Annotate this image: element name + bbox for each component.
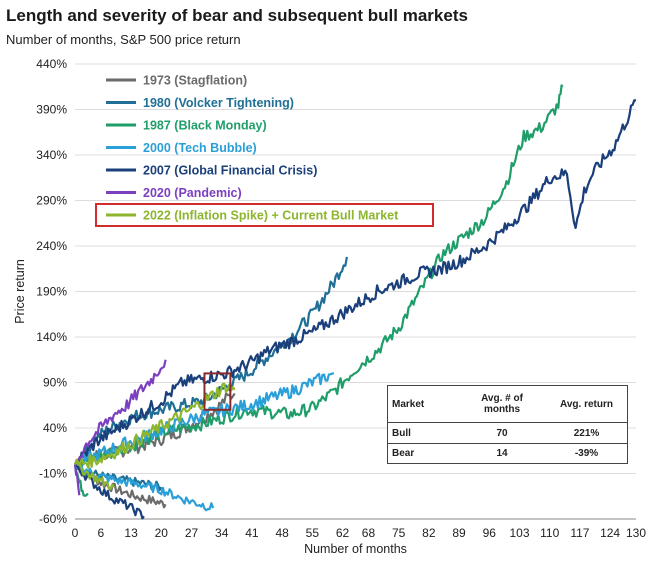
legend-label: 2000 (Tech Bubble) bbox=[143, 141, 257, 155]
x-tick-label: 82 bbox=[422, 526, 436, 540]
y-tick-label: 190% bbox=[36, 285, 67, 299]
legend-label: 1980 (Volcker Tightening) bbox=[143, 96, 294, 110]
x-tick-label: 96 bbox=[483, 526, 497, 540]
x-tick-label: 55 bbox=[306, 526, 320, 540]
bull-line-6 bbox=[73, 382, 236, 469]
table-row: Bull 70 221% bbox=[387, 422, 628, 444]
x-tick-label: 27 bbox=[185, 526, 199, 540]
bull-line-5 bbox=[74, 359, 167, 465]
x-tick-label: 6 bbox=[98, 526, 105, 540]
table-cell: 70 bbox=[458, 422, 546, 444]
bear-line-5 bbox=[73, 464, 81, 496]
legend-highlight-box bbox=[95, 203, 434, 227]
x-tick-label: 48 bbox=[275, 526, 289, 540]
table-cell: 14 bbox=[458, 442, 546, 464]
bear-line-2 bbox=[73, 464, 89, 497]
bear-line-3 bbox=[74, 461, 215, 512]
x-tick-label: 62 bbox=[336, 526, 350, 540]
legend-label: 1987 (Black Monday) bbox=[143, 119, 267, 133]
bull-line-1 bbox=[73, 256, 348, 466]
y-tick-label: 240% bbox=[36, 239, 67, 253]
bear-line-6 bbox=[74, 460, 115, 490]
table-header-return: Avg. return bbox=[560, 398, 613, 410]
x-tick-label: 13 bbox=[124, 526, 138, 540]
x-tick-label: 68 bbox=[362, 526, 376, 540]
table-row: Bear 14 -39% bbox=[387, 442, 628, 464]
y-tick-label: -10% bbox=[39, 467, 67, 481]
x-tick-label: 117 bbox=[570, 526, 589, 540]
legend-label: 2020 (Pandemic) bbox=[143, 186, 242, 200]
chart-title: Length and severity of bear and subseque… bbox=[6, 6, 468, 25]
current-position-highlight-box bbox=[203, 372, 232, 411]
x-tick-label: 41 bbox=[245, 526, 259, 540]
bull-line-2 bbox=[73, 84, 564, 470]
chart-subtitle: Number of months, S&P 500 price return bbox=[6, 32, 241, 47]
y-tick-label: 390% bbox=[36, 103, 67, 117]
y-tick-label: 290% bbox=[36, 194, 67, 208]
y-tick-label: 140% bbox=[36, 330, 67, 344]
x-tick-label: 103 bbox=[509, 526, 529, 540]
table-header-market: Market bbox=[392, 398, 425, 410]
y-tick-label: 440% bbox=[36, 57, 67, 71]
y-tick-label: 40% bbox=[43, 421, 67, 435]
table-cell: Bear bbox=[387, 442, 458, 464]
x-tick-label: 0 bbox=[72, 526, 79, 540]
x-tick-label: 110 bbox=[540, 526, 559, 540]
x-axis-title: Number of months bbox=[304, 542, 407, 556]
bear-line-4 bbox=[74, 461, 145, 520]
x-tick-label: 130 bbox=[626, 526, 646, 540]
y-tick-label: -60% bbox=[39, 512, 67, 526]
y-tick-label: 340% bbox=[36, 148, 67, 162]
table-cell: Bull bbox=[387, 422, 458, 444]
x-tick-label: 34 bbox=[215, 526, 229, 540]
x-tick-label: 89 bbox=[452, 526, 466, 540]
y-axis-title: Price return bbox=[13, 259, 27, 324]
x-tick-label: 75 bbox=[392, 526, 406, 540]
legend-label: 2022 (Inflation Spike) + Current Bull Ma… bbox=[143, 209, 399, 223]
legend-label: 1973 (Stagflation) bbox=[143, 74, 247, 88]
y-tick-label: 90% bbox=[43, 376, 67, 390]
bull-line-4 bbox=[74, 99, 637, 467]
legend-label: 2007 (Global Financial Crisis) bbox=[143, 164, 317, 178]
table-cell: 221% bbox=[546, 422, 628, 444]
table-header-months: Avg. # of months bbox=[481, 393, 523, 416]
table-cell: -39% bbox=[546, 442, 628, 464]
x-tick-label: 20 bbox=[155, 526, 169, 540]
x-tick-label: 124 bbox=[600, 526, 620, 540]
stats-table: Market Avg. # of months Avg. return Bull… bbox=[387, 385, 628, 464]
